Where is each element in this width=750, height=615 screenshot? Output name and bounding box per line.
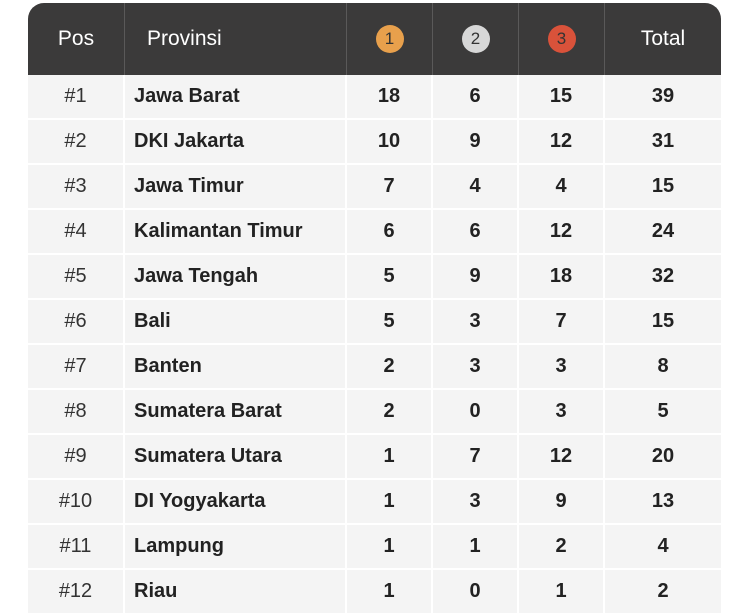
table-body: #1 Jawa Barat 18 6 15 39 #2 DKI Jakarta 10 9 12 31 #… bbox=[28, 75, 721, 615]
row-silver: 7 bbox=[433, 435, 519, 480]
table-row: #5 Jawa Tengah 5 9 18 32 bbox=[28, 255, 721, 300]
row-total: 15 bbox=[605, 165, 721, 210]
table-row: #6 Bali 5 3 7 15 bbox=[28, 300, 721, 345]
row-province: DI Yogyakarta bbox=[125, 480, 347, 525]
row-pos: #9 bbox=[28, 435, 125, 480]
row-silver: 3 bbox=[433, 300, 519, 345]
row-gold: 1 bbox=[347, 570, 433, 615]
row-total: 2 bbox=[605, 570, 721, 615]
row-silver: 0 bbox=[433, 390, 519, 435]
row-gold: 18 bbox=[347, 75, 433, 120]
row-total: 8 bbox=[605, 345, 721, 390]
row-total: 5 bbox=[605, 390, 721, 435]
header-total: Total bbox=[640, 27, 686, 50]
row-pos: #10 bbox=[28, 480, 125, 525]
row-silver: 6 bbox=[433, 210, 519, 255]
table-row: #10 DI Yogyakarta 1 3 9 13 bbox=[28, 480, 721, 525]
header-bronze: 3 bbox=[519, 3, 605, 75]
row-total: 20 bbox=[605, 435, 721, 480]
table-row: #11 Lampung 1 1 2 4 bbox=[28, 525, 721, 570]
row-province: Sumatera Barat bbox=[125, 390, 347, 435]
row-total: 4 bbox=[605, 525, 721, 570]
medal-table: Pos Provinsi 1 2 3 Total #1 Jawa Barat 18 6… bbox=[28, 3, 721, 615]
row-pos: #12 bbox=[28, 570, 125, 615]
row-total: 15 bbox=[605, 300, 721, 345]
row-gold: 2 bbox=[347, 345, 433, 390]
table-row: #2 DKI Jakarta 10 9 12 31 bbox=[28, 120, 721, 165]
table-row: #7 Banten 2 3 3 8 bbox=[28, 345, 721, 390]
bronze-medal-icon: 3 bbox=[547, 25, 576, 53]
row-province: Bali bbox=[125, 300, 347, 345]
row-gold: 5 bbox=[347, 255, 433, 300]
table-row: #1 Jawa Barat 18 6 15 39 bbox=[28, 75, 721, 120]
table-row: #8 Sumatera Barat 2 0 3 5 bbox=[28, 390, 721, 435]
row-bronze: 1 bbox=[519, 570, 605, 615]
row-pos: #1 bbox=[28, 75, 125, 120]
table-row: #4 Kalimantan Timur 6 6 12 24 bbox=[28, 210, 721, 255]
gold-medal-icon: 1 bbox=[375, 25, 404, 53]
row-province: Jawa Barat bbox=[125, 75, 347, 120]
row-bronze: 3 bbox=[519, 345, 605, 390]
table-row: #3 Jawa Timur 7 4 4 15 bbox=[28, 165, 721, 210]
row-province: DKI Jakarta bbox=[125, 120, 347, 165]
row-province: Jawa Tengah bbox=[125, 255, 347, 300]
row-total: 24 bbox=[605, 210, 721, 255]
row-bronze: 12 bbox=[519, 210, 605, 255]
row-gold: 7 bbox=[347, 165, 433, 210]
row-bronze: 4 bbox=[519, 165, 605, 210]
row-province: Sumatera Utara bbox=[125, 435, 347, 480]
row-silver: 3 bbox=[433, 480, 519, 525]
row-bronze: 15 bbox=[519, 75, 605, 120]
row-bronze: 2 bbox=[519, 525, 605, 570]
table-header: Pos Provinsi 1 2 3 Total bbox=[28, 3, 721, 75]
header-silver: 2 bbox=[433, 3, 519, 75]
row-bronze: 3 bbox=[519, 390, 605, 435]
row-total: 32 bbox=[605, 255, 721, 300]
row-gold: 10 bbox=[347, 120, 433, 165]
table-row: #12 Riau 1 0 1 2 bbox=[28, 570, 721, 615]
row-total: 39 bbox=[605, 75, 721, 120]
row-pos: #11 bbox=[28, 525, 125, 570]
row-province: Banten bbox=[125, 345, 347, 390]
row-silver: 9 bbox=[433, 255, 519, 300]
row-gold: 1 bbox=[347, 435, 433, 480]
row-province: Riau bbox=[125, 570, 347, 615]
row-pos: #8 bbox=[28, 390, 125, 435]
row-province: Kalimantan Timur bbox=[125, 210, 347, 255]
row-gold: 6 bbox=[347, 210, 433, 255]
header-province: Provinsi bbox=[125, 3, 347, 75]
row-silver: 6 bbox=[433, 75, 519, 120]
row-silver: 4 bbox=[433, 165, 519, 210]
row-pos: #3 bbox=[28, 165, 125, 210]
row-total: 13 bbox=[605, 480, 721, 525]
row-bronze: 12 bbox=[519, 120, 605, 165]
row-silver: 0 bbox=[433, 570, 519, 615]
row-province: Jawa Timur bbox=[125, 165, 347, 210]
row-gold: 5 bbox=[347, 300, 433, 345]
row-pos: #5 bbox=[28, 255, 125, 300]
row-pos: #7 bbox=[28, 345, 125, 390]
row-gold: 1 bbox=[347, 525, 433, 570]
row-pos: #4 bbox=[28, 210, 125, 255]
header-pos: Pos bbox=[28, 3, 125, 75]
table-row: #9 Sumatera Utara 1 7 12 20 bbox=[28, 435, 721, 480]
row-pos: #2 bbox=[28, 120, 125, 165]
row-silver: 3 bbox=[433, 345, 519, 390]
silver-medal-icon: 2 bbox=[461, 25, 490, 53]
header-gold: 1 bbox=[347, 3, 433, 75]
row-gold: 1 bbox=[347, 480, 433, 525]
row-silver: 1 bbox=[433, 525, 519, 570]
row-pos: #6 bbox=[28, 300, 125, 345]
row-province: Lampung bbox=[125, 525, 347, 570]
row-silver: 9 bbox=[433, 120, 519, 165]
row-bronze: 18 bbox=[519, 255, 605, 300]
row-bronze: 9 bbox=[519, 480, 605, 525]
row-gold: 2 bbox=[347, 390, 433, 435]
row-total: 31 bbox=[605, 120, 721, 165]
row-bronze: 12 bbox=[519, 435, 605, 480]
row-bronze: 7 bbox=[519, 300, 605, 345]
